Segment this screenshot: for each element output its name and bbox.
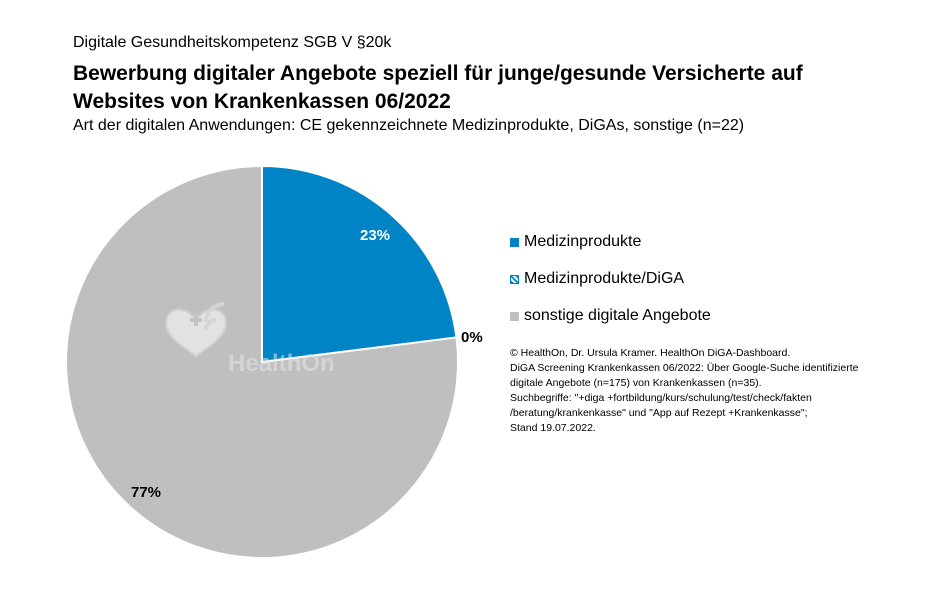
credit-line: © HealthOn, Dr. Ursula Kramer. HealthOn …: [510, 347, 791, 359]
chart-title: Bewerbung digitaler Angebote speziell fü…: [73, 62, 803, 113]
credit-line: digitale Angebote (n=175) von Krankenkas…: [510, 377, 762, 389]
pie-slice-3: [65, 164, 459, 559]
legend-swatch-sonstige: [510, 312, 519, 321]
credit-line: /beratung/krankenkasse" und "App auf Rez…: [510, 407, 808, 419]
legend-swatch-medizinprodukte: [510, 238, 519, 247]
credit-line: DiGA Screening Krankenkassen 06/2022: Üb…: [510, 362, 859, 374]
legend-label: Medizinprodukte/DiGA: [524, 270, 685, 287]
heart-wifi-icon: [164, 302, 228, 358]
legend-label: Medizinprodukte: [524, 233, 642, 250]
healthon-watermark: HealthOn: [164, 302, 335, 377]
source-credit: © HealthOn, Dr. Ursula Kramer. HealthOn …: [510, 346, 890, 436]
pie-slice-1: [261, 164, 458, 364]
credit-line: Suchbegriffe: "+diga +fortbildung/kurs/s…: [510, 392, 812, 404]
chart-supertitle: Digitale Gesundheitskompetenz SGB V §20k: [73, 34, 392, 51]
chart-subtitle: Art der digitalen Anwendungen: CE gekenn…: [73, 117, 745, 134]
data-label-3: 77%: [131, 484, 161, 501]
legend-label: sonstige digitale Angebote: [524, 307, 711, 324]
legend-swatch-medizinprodukte-diga: [510, 275, 519, 284]
data-label-2: 0%: [461, 329, 483, 346]
data-label-1: 23%: [360, 227, 390, 244]
watermark-text: HealthOn: [228, 350, 335, 377]
credit-line: Stand 19.07.2022.: [510, 422, 596, 434]
